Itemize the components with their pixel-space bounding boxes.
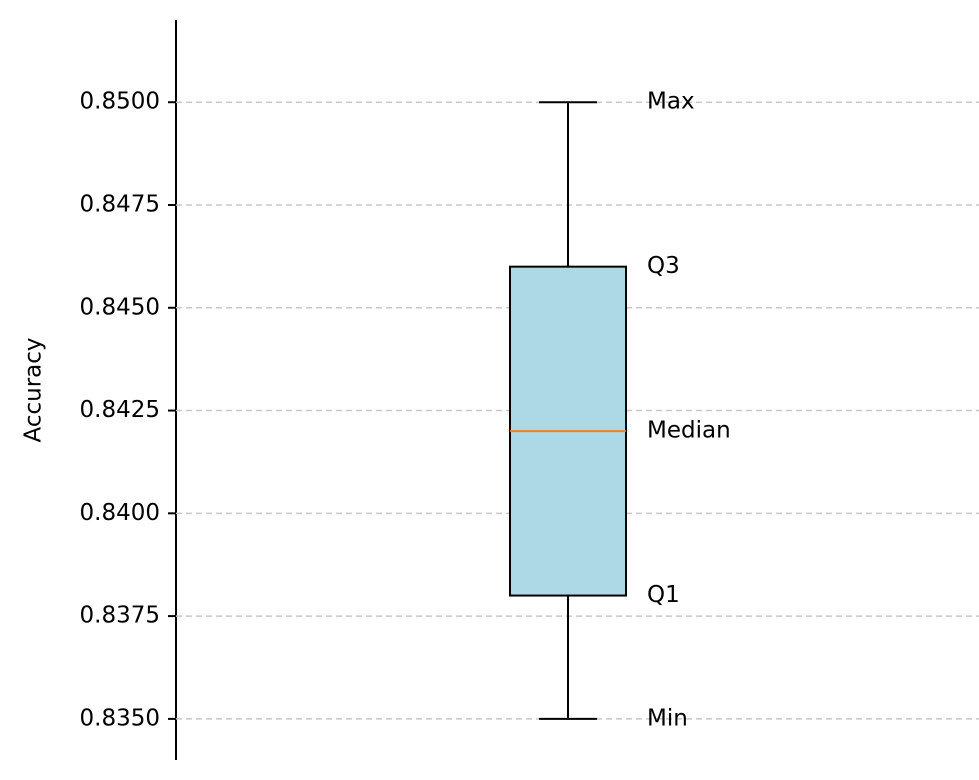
stat-label: Q3 xyxy=(647,253,680,279)
y-tick-label: 0.8475 xyxy=(80,192,160,218)
stat-label: Max xyxy=(647,89,695,115)
y-tick-label: 0.8500 xyxy=(80,89,160,115)
y-tick-label: 0.8350 xyxy=(80,705,160,731)
stat-label: Median xyxy=(647,418,731,444)
y-tick-label: 0.8450 xyxy=(80,294,160,320)
y-tick-label: 0.8400 xyxy=(80,500,160,526)
y-tick-label: 0.8375 xyxy=(80,603,160,629)
stat-label: Min xyxy=(647,705,688,731)
y-axis-label: Accuracy xyxy=(21,337,47,442)
stat-label: Q1 xyxy=(647,582,680,608)
y-tick-label: 0.8425 xyxy=(80,397,160,423)
